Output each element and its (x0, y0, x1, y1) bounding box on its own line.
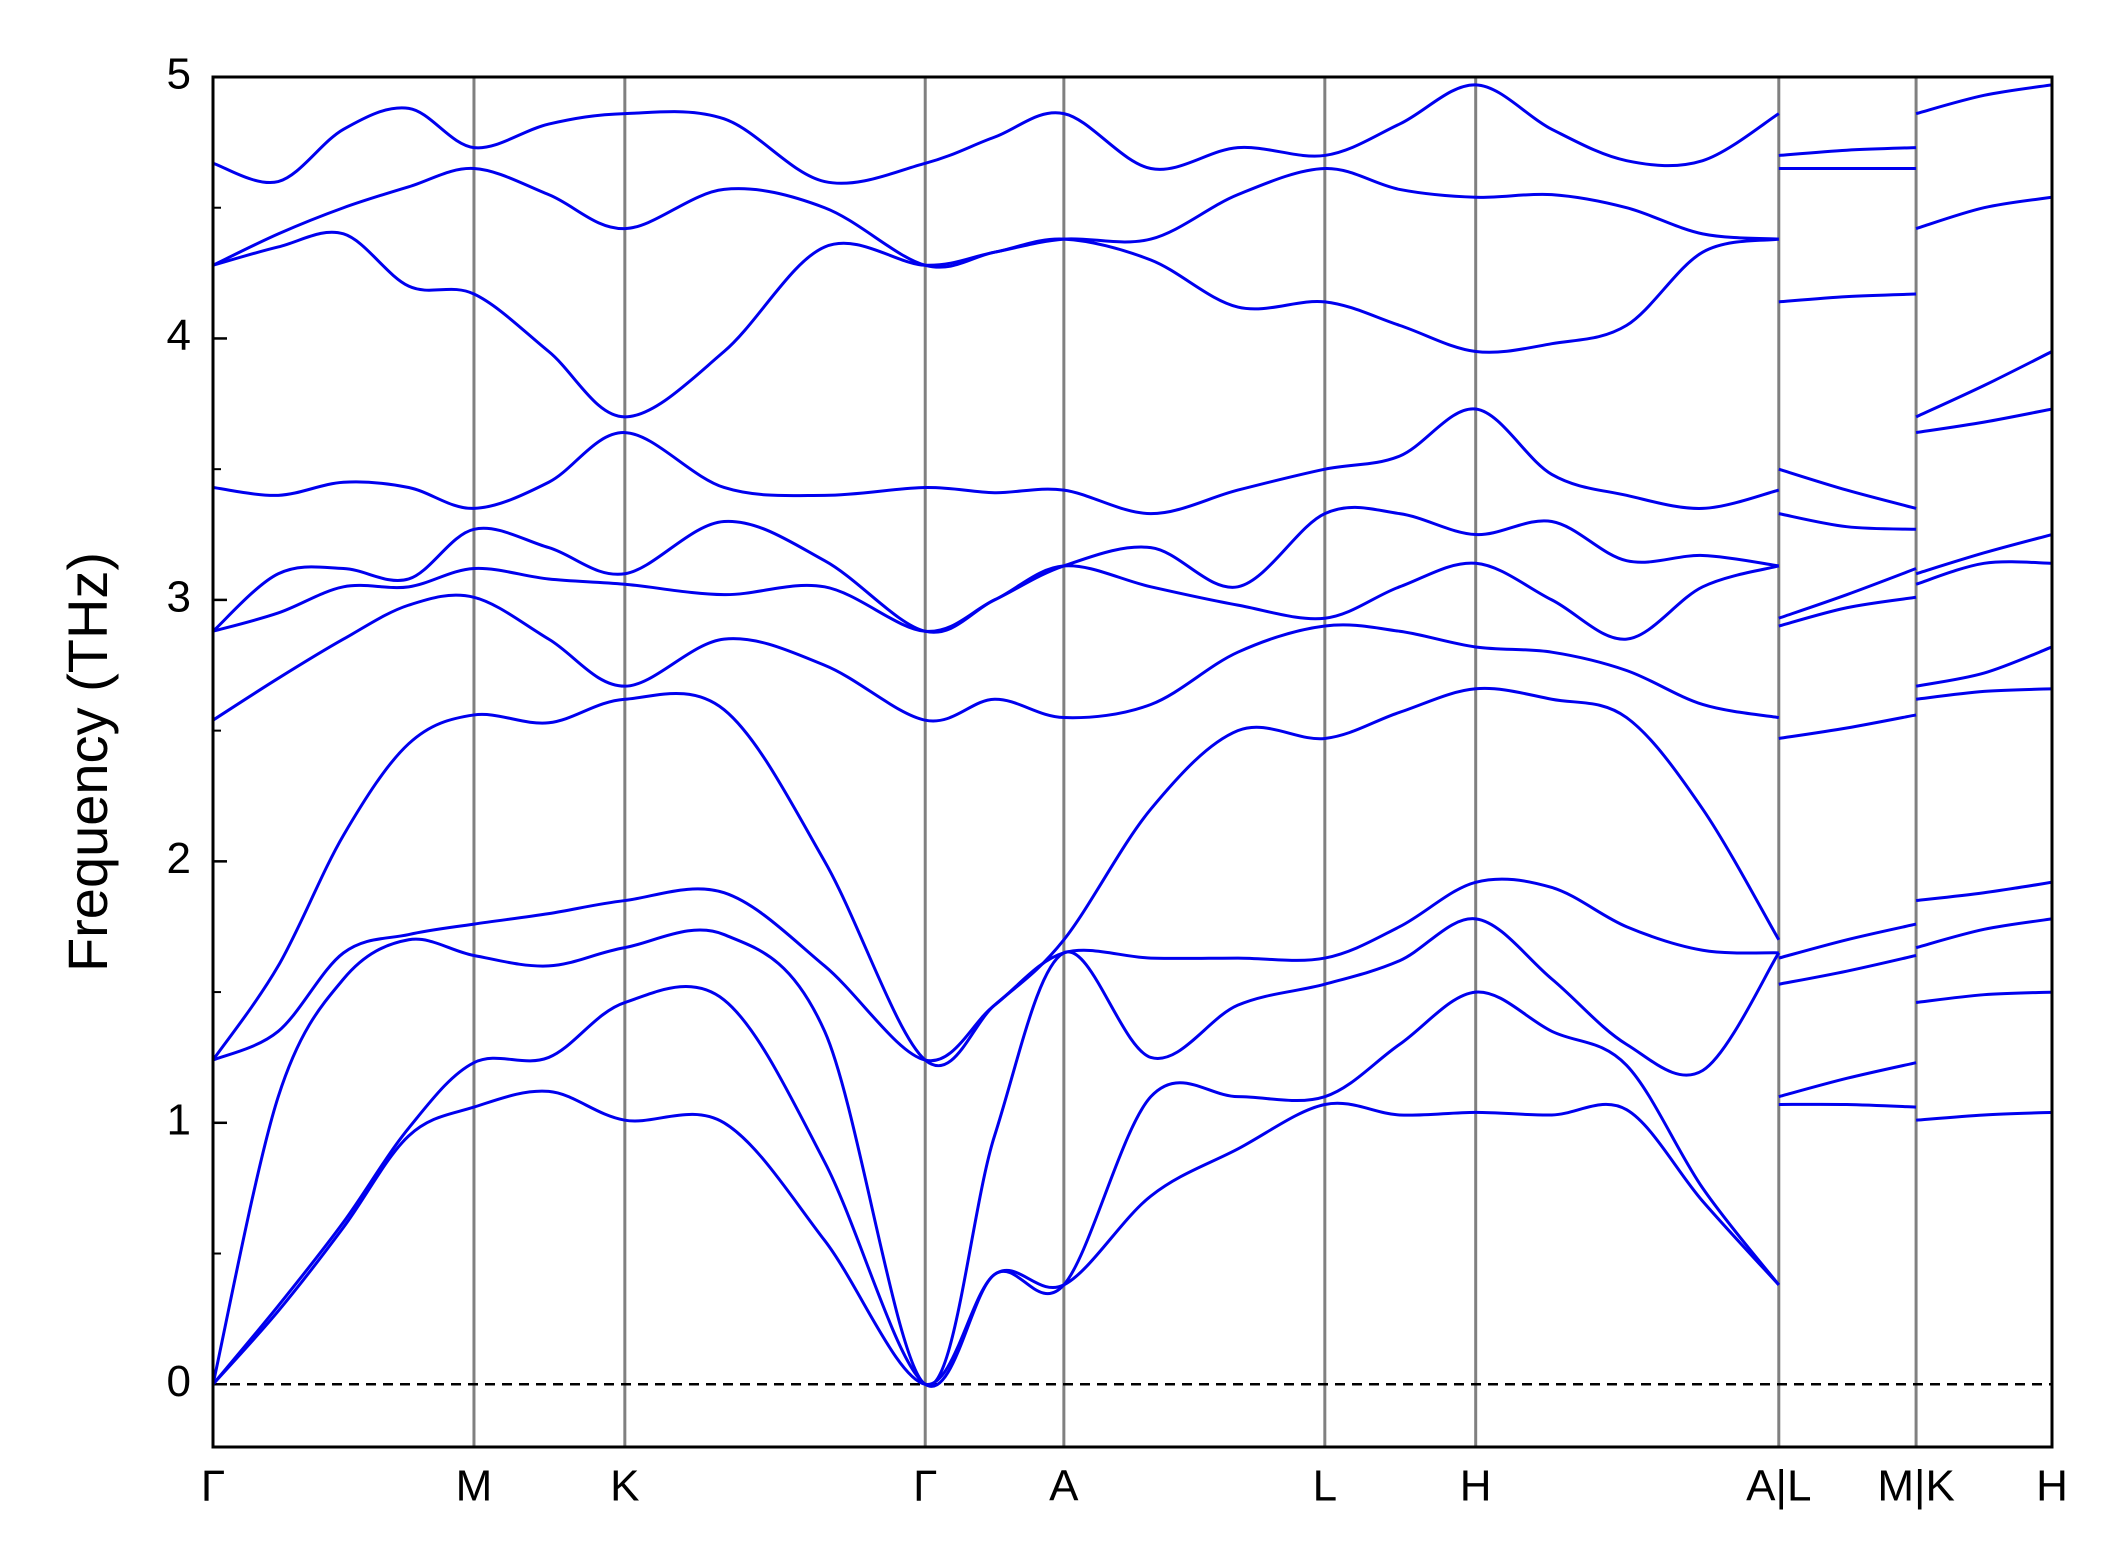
x-tick-label: L (1313, 1462, 1337, 1511)
x-tick-label: M (456, 1462, 493, 1511)
band-line (213, 877, 2052, 1063)
band-line (213, 593, 2052, 723)
y-tick-label: 1 (167, 1095, 191, 1144)
x-tick-label: A (1049, 1462, 1079, 1511)
x-tick-label: Γ (201, 1462, 225, 1511)
x-tick-label: M|K (1877, 1462, 1954, 1511)
band-line (213, 83, 2052, 185)
band-line (213, 167, 2052, 269)
y-tick-label: 5 (167, 50, 191, 99)
y-tick-label: 0 (167, 1357, 191, 1406)
band-line (213, 407, 2052, 516)
band-line (213, 985, 2052, 1388)
x-tick-label: Γ (913, 1462, 937, 1511)
band-line (213, 505, 2052, 634)
band-line (213, 917, 2052, 1387)
band-line (213, 230, 2052, 419)
band-line (213, 686, 2052, 1068)
y-tick-label: 4 (167, 311, 191, 360)
x-tick-label: H (2036, 1462, 2068, 1511)
band-line (213, 560, 2052, 641)
y-tick-label: 3 (167, 573, 191, 622)
bands (213, 83, 2052, 1388)
x-tick-label: K (610, 1462, 639, 1511)
y-tick-label: 2 (167, 834, 191, 883)
band-line (213, 1089, 2052, 1386)
x-tick-label: H (1460, 1462, 1492, 1511)
plot-frame (211, 75, 2054, 1449)
x-tick-label: A|L (1746, 1462, 1811, 1511)
y-axis-label: Frequency (THz) (56, 552, 119, 972)
